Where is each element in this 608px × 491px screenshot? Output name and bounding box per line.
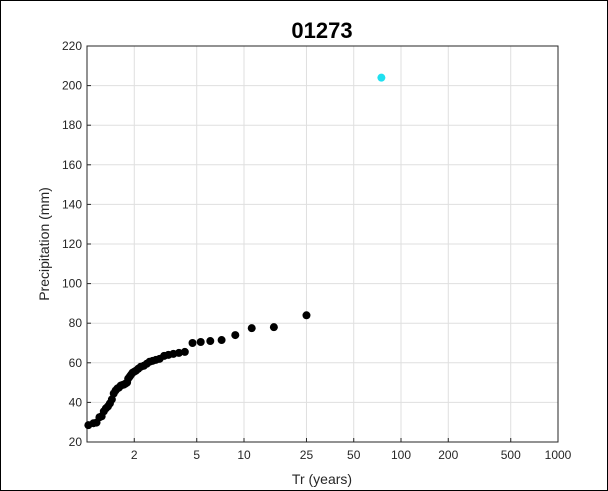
x-tick-label: 500 — [501, 448, 521, 462]
x-tick-label: 50 — [347, 448, 361, 462]
chart-title: 01273 — [291, 18, 352, 43]
data-point — [231, 331, 240, 340]
x-tick-label: 5 — [193, 448, 200, 462]
data-point — [206, 337, 215, 346]
x-axis-label: Tr (years) — [292, 471, 352, 487]
y-tick-label: 120 — [62, 237, 82, 251]
y-tick-label: 80 — [69, 316, 83, 330]
data-point — [217, 336, 226, 345]
data-point — [188, 339, 197, 347]
data-points — [84, 73, 386, 430]
data-point — [269, 323, 278, 332]
y-tick-label: 60 — [69, 356, 83, 370]
y-tick-label: 20 — [69, 435, 83, 449]
y-tick-label: 40 — [69, 395, 83, 409]
data-point — [247, 324, 256, 333]
data-point — [180, 347, 189, 356]
ticks: 2 5 10 25 50 100 200 500 10002040608010012014016… — [62, 39, 572, 462]
y-axis-label: Precipitation (mm) — [36, 187, 52, 301]
x-tick-label: 1000 — [545, 448, 572, 462]
x-tick-label: 100 — [391, 448, 411, 462]
y-tick-label: 140 — [62, 197, 82, 211]
y-tick-label: 180 — [62, 118, 82, 132]
y-tick-label: 200 — [62, 79, 82, 93]
x-tick-label: 200 — [438, 448, 458, 462]
x-tick-label: 10 — [237, 448, 251, 462]
x-tick-label: 25 — [300, 448, 314, 462]
data-point — [196, 338, 205, 347]
data-point — [377, 73, 386, 82]
y-tick-label: 100 — [62, 277, 82, 291]
y-tick-label: 160 — [62, 158, 82, 172]
x-tick-label: 2 — [131, 448, 138, 462]
grid — [87, 46, 558, 442]
data-point — [174, 348, 183, 357]
data-point — [302, 311, 311, 320]
y-tick-label: 220 — [62, 39, 82, 53]
